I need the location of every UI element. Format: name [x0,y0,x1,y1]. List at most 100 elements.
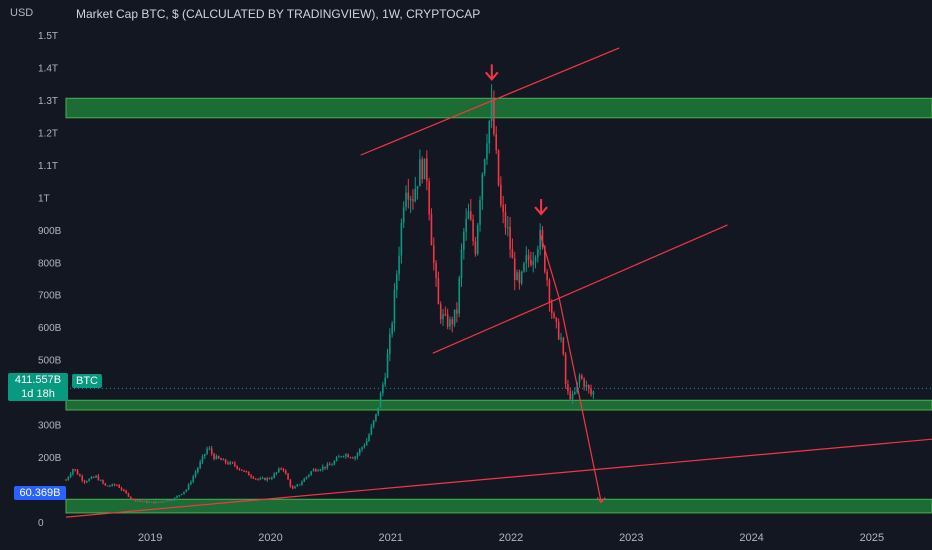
candle-body [155,501,158,504]
candle-body [271,477,273,479]
candle-body [194,472,197,477]
candle-body [368,434,370,442]
candle-body [465,218,467,232]
candle-body [352,457,354,459]
candle-body [224,459,227,463]
candle-body [201,456,204,462]
candle-body [444,314,447,316]
candle-body [259,478,262,480]
candle-body [166,499,169,502]
candle-body [328,464,331,466]
candle-body [446,314,449,327]
y-tick-label: 1T [38,193,50,204]
candle-body [511,249,514,259]
candle-body [377,407,380,414]
candle-body [111,484,114,486]
x-tick-label: 2022 [499,532,523,544]
candle-body [257,478,259,480]
candle-body [564,354,567,385]
candle-body [506,227,509,229]
candle-body [541,229,544,247]
candle-body [208,448,211,450]
candle-body [104,483,107,486]
candle-body [150,501,153,503]
candle-body [356,453,359,457]
candle-body [421,159,424,180]
candle-body [546,271,548,281]
down-arrow-icon [534,206,548,216]
candle-body [69,473,72,477]
y-tick-label: 900B [38,226,62,237]
candle-body [81,476,83,481]
y-tick-label: 700B [38,291,62,302]
candle-body [590,388,592,395]
candle-body [136,500,139,502]
candle-body [321,466,324,470]
candle-body [227,462,229,465]
candle-body [234,463,236,466]
candle-body [342,456,345,458]
candle-body [289,479,292,487]
candle-body [301,481,303,485]
y-tick-label: 800B [38,258,62,269]
candle-body [548,280,551,303]
candle-body [243,470,245,472]
candle-body [416,186,419,189]
candle-body [555,317,558,322]
candle-body [245,470,248,472]
candle-body [183,491,185,494]
candle-body [451,319,454,325]
candle-body [363,445,366,448]
candle-body [74,469,77,471]
candle-body [423,158,426,180]
projection-arrowhead [596,497,606,504]
candle-body [284,470,287,474]
candle-body [481,173,484,200]
candle-body [206,448,208,454]
x-tick-label: 2021 [379,532,403,544]
candle-body [513,258,516,280]
candle-body [215,455,218,460]
candle-body [407,192,410,200]
candle-body [67,476,70,480]
y-tick-label: 300B [38,421,62,432]
candle-body [414,188,417,202]
candle-body [474,241,477,254]
candle-body [469,211,472,220]
candle-body [391,323,393,335]
candle-body [532,261,535,265]
x-tick-label: 2020 [258,532,282,544]
trendline [65,438,932,518]
candle-body [268,477,271,479]
trendline [558,297,602,503]
candle-body [305,476,308,479]
candle-body [95,475,97,478]
candle-body [333,461,336,465]
candle-body [430,214,433,246]
y-tick-label: 600B [38,323,62,334]
last-price-value: 411.557B [14,374,62,386]
candle-body [72,469,74,474]
candle-body [160,501,162,503]
candle-body [231,462,234,464]
candle-body [252,477,255,479]
candle-body [132,498,134,500]
candle-body [217,455,220,459]
candle-body [497,150,500,185]
candle-body [557,321,560,340]
candle-body [504,212,507,228]
candle-body [463,231,465,250]
candle-body [203,453,206,457]
candle-body [185,489,188,492]
candle-body [525,255,528,264]
candle-body [530,259,532,265]
candle-body [134,499,137,501]
candle-body [476,225,479,254]
candle-body [479,199,481,226]
candle-body [365,441,368,446]
candle-body [264,477,266,481]
candle-body [220,458,222,461]
candle-body [113,484,116,486]
candle-body [171,499,174,501]
